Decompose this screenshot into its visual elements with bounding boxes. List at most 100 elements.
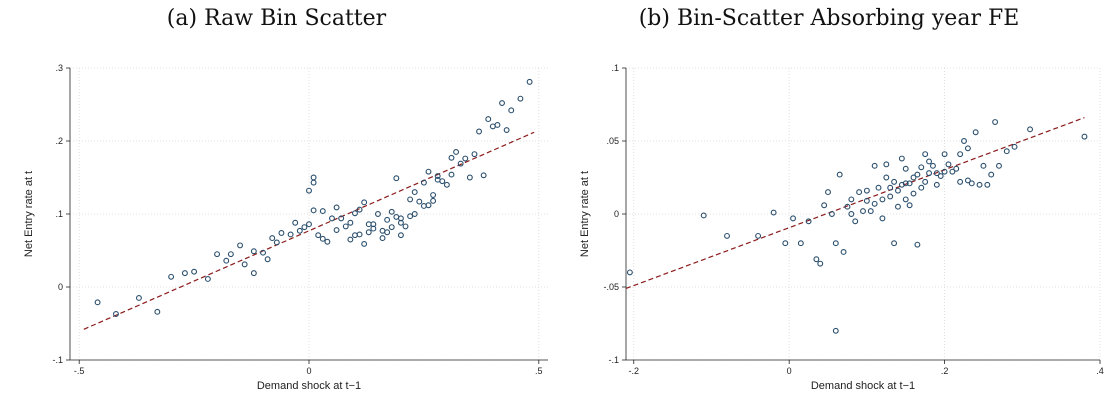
chart-a-point xyxy=(347,219,354,226)
chart-b-point xyxy=(957,178,964,185)
chart-a-point xyxy=(310,207,317,214)
chart-a-x-axis-title: Demand shock at t−1 xyxy=(257,380,361,392)
chart-a-point xyxy=(333,204,340,211)
chart-a-x-tick-label: -.5 xyxy=(74,366,85,376)
chart-b-point xyxy=(968,180,975,187)
chart-a-point xyxy=(306,187,312,194)
chart-a-point xyxy=(191,268,198,275)
chart-b-point xyxy=(945,161,952,168)
chart-a-point xyxy=(361,199,368,206)
chart-a-point xyxy=(356,206,363,213)
chart-a-point xyxy=(269,235,276,242)
chart-a-point xyxy=(526,78,533,85)
chart-b-point xyxy=(898,155,905,162)
chart-a-point xyxy=(480,172,487,179)
chart-a-y-tick-label: .1 xyxy=(55,209,63,219)
chart-a-point xyxy=(319,208,326,215)
chart-b-point xyxy=(891,240,898,247)
chart-b-point xyxy=(988,171,995,178)
chart-b-point xyxy=(964,145,971,152)
chart-a-point xyxy=(237,242,244,249)
chart-b-point xyxy=(879,196,886,203)
chart-b-point xyxy=(926,158,932,165)
chart-b-y-tick-label: 0 xyxy=(614,209,619,219)
chart-b-point xyxy=(937,173,944,179)
chart-b-y-tick-label: .05 xyxy=(606,136,619,146)
chart-a-point xyxy=(457,160,464,167)
chart-b-point xyxy=(922,151,929,158)
chart-a-point xyxy=(347,236,354,243)
chart-b-point xyxy=(926,170,932,177)
chart-b-point xyxy=(832,327,839,334)
chart-b-x-tick-label: -.2 xyxy=(629,366,640,376)
chart-b-point xyxy=(782,240,789,247)
chart-a-point xyxy=(388,208,395,215)
chart-b-point xyxy=(949,168,956,175)
chart-a-point xyxy=(407,213,414,220)
chart-a-point xyxy=(296,227,303,234)
chart-b-point xyxy=(980,162,987,169)
chart-a-point xyxy=(384,229,391,236)
chart-a-point xyxy=(94,299,101,306)
chart-b-point xyxy=(1003,148,1010,155)
chart-a-point xyxy=(397,215,404,222)
chart-a-point xyxy=(420,179,427,186)
chart-a-point xyxy=(250,248,257,255)
chart-b-point xyxy=(883,161,890,168)
chart-b-point xyxy=(871,200,878,207)
chart-b-point xyxy=(902,165,909,172)
chart-a-point xyxy=(204,276,211,282)
chart-b-point xyxy=(887,193,894,200)
chart-a-point xyxy=(462,155,469,162)
chart-b-point xyxy=(813,256,820,263)
chart-a-y-tick-label: -.1 xyxy=(52,355,63,365)
chart-b-point xyxy=(856,189,863,196)
chart-a-point xyxy=(278,230,285,236)
chart-a-point xyxy=(379,235,386,242)
chart-b-point xyxy=(840,249,847,255)
chart-b-point xyxy=(984,181,991,188)
chart-a-point xyxy=(508,107,515,114)
chart-a-point xyxy=(223,257,230,264)
chart-b-point xyxy=(770,209,777,216)
chart-a-x-tick-label: .5 xyxy=(535,366,543,376)
chart-a-point xyxy=(287,231,294,238)
chart-b-point xyxy=(906,202,913,209)
chart-b-point xyxy=(825,189,831,196)
chart-b-point xyxy=(964,177,971,184)
chart-a-x-tick-label: 0 xyxy=(306,366,311,376)
chart-b-point xyxy=(992,119,999,125)
chart-b-point xyxy=(844,203,851,210)
chart-a-point xyxy=(342,223,349,230)
chart-a-point xyxy=(181,270,188,277)
chart-b-point xyxy=(1011,143,1018,150)
chart-b-point xyxy=(929,162,936,169)
chart-a-point xyxy=(430,192,437,198)
chart-b-point xyxy=(891,178,898,185)
chart-b-point xyxy=(902,196,909,203)
chart-b-point xyxy=(1027,126,1034,133)
chart-b-y-tick-label: -.05 xyxy=(603,282,619,292)
chart-b-point xyxy=(918,164,925,171)
chart-b-point xyxy=(1081,133,1088,140)
chart-a-point xyxy=(315,232,322,239)
chart-a-point xyxy=(264,256,271,263)
chart-a-point xyxy=(393,175,400,182)
chart-b-point xyxy=(755,232,762,239)
chart-a-point xyxy=(374,211,381,217)
chart-a-point xyxy=(402,223,409,230)
chart-b-point xyxy=(941,168,948,175)
chart-b-point xyxy=(895,187,901,194)
chart-a-point xyxy=(329,215,335,222)
chart-a-point xyxy=(154,308,161,315)
chart-b-point xyxy=(879,215,886,222)
chart-b-point xyxy=(817,260,824,267)
chart-a-y-tick-label: 0 xyxy=(58,282,63,292)
chart-a-point xyxy=(448,154,455,161)
chart-b-point xyxy=(863,187,870,194)
chart-a-point xyxy=(292,219,299,226)
chart-a-point xyxy=(301,224,308,231)
chart-a-point xyxy=(365,229,372,236)
chart-a-point xyxy=(466,174,473,181)
chart-a-point xyxy=(338,215,345,222)
